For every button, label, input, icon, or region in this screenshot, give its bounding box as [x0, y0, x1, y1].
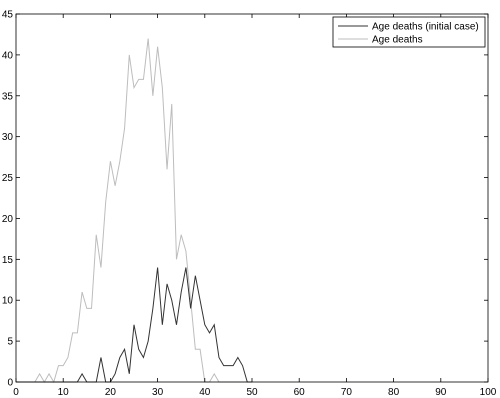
x-tick-label: 30	[152, 387, 164, 398]
y-tick-label: 25	[2, 173, 14, 184]
axes-layer: 0 10 20 30 40 50 60 70 80 90 100 0 5 10 15 20 25 30 35 40 45	[2, 10, 497, 398]
legend: Age deaths (initial case) Age deaths	[332, 16, 486, 48]
series-line-1	[16, 38, 252, 384]
y-tick-label: 0	[7, 378, 13, 389]
y-tick-label: 15	[2, 255, 14, 266]
y-tick-label: 45	[2, 10, 14, 21]
y-tick-label: 35	[2, 91, 14, 102]
x-tick-label: 20	[105, 387, 117, 398]
x-tick-label: 100	[480, 387, 497, 398]
x-tick-label: 40	[199, 387, 211, 398]
plot-background	[16, 14, 488, 382]
x-tick-label: 50	[246, 387, 258, 398]
x-tick-label: 80	[388, 387, 400, 398]
y-tick-label: 30	[2, 132, 14, 143]
y-tick-label: 40	[2, 50, 14, 61]
legend-box	[332, 16, 486, 48]
y-tick-label: 20	[2, 214, 14, 225]
x-tick-label: 70	[341, 387, 353, 398]
y-tick-label: 10	[2, 296, 14, 307]
y-tick-label: 5	[7, 337, 13, 348]
x-tick-label: 10	[58, 387, 70, 398]
legend-label-0: Age deaths (initial case)	[372, 22, 479, 33]
legend-label-1: Age deaths	[372, 35, 423, 46]
x-tick-label: 0	[13, 387, 19, 398]
x-tick-label: 90	[435, 387, 447, 398]
x-tick-label: 60	[294, 387, 306, 398]
